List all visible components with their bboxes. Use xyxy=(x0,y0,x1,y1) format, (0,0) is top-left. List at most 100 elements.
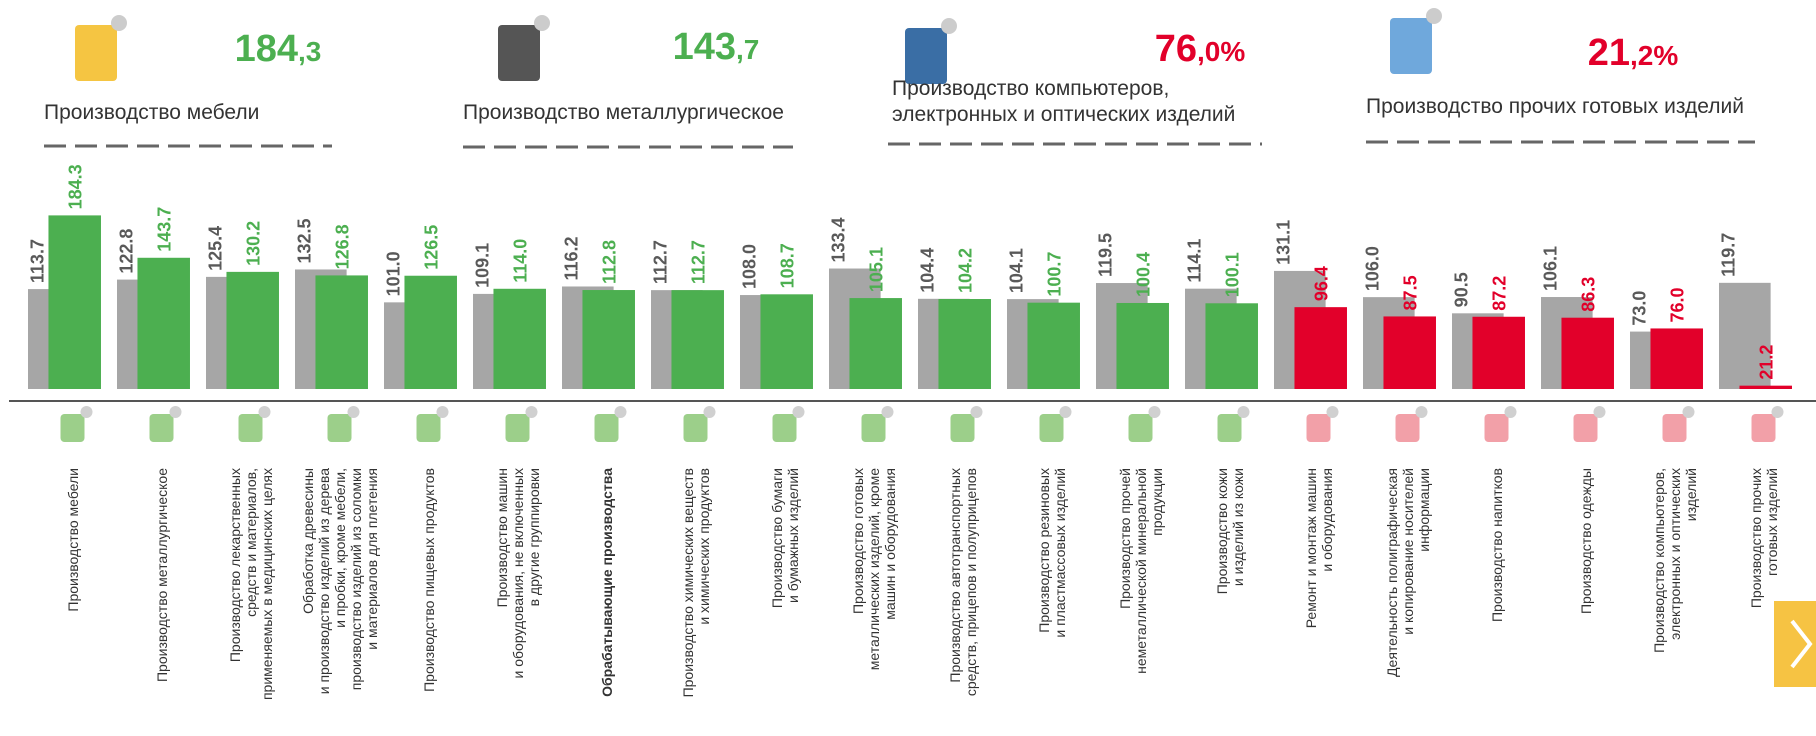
category-label: Производство прочих готовых изделий xyxy=(1748,468,1780,730)
highlight-value: 143,7 xyxy=(673,26,760,69)
bar xyxy=(849,298,902,389)
highlight-value: 21,2% xyxy=(1588,32,1679,75)
category-icon xyxy=(773,414,797,442)
category-icon-gear xyxy=(971,406,983,418)
next-icon xyxy=(1774,601,1816,687)
bar xyxy=(226,272,279,389)
value-label: 96.4 xyxy=(1312,266,1332,301)
highlight-value: 76,0% xyxy=(1155,28,1246,71)
highlight-value-main: 184 xyxy=(235,28,298,70)
category-icon xyxy=(417,414,441,442)
category-label: Производство прочей неметаллической мине… xyxy=(1117,468,1165,730)
category-label: Производство компьютеров, электронных и … xyxy=(1651,468,1699,730)
highlight-value-main: 21 xyxy=(1588,32,1630,74)
category-label: Обрабатывающие производства xyxy=(599,468,615,730)
value-label: 112.8 xyxy=(600,240,620,284)
value-label: 132.5 xyxy=(294,218,314,263)
highlight-value-main: 143 xyxy=(673,26,736,68)
category-icon xyxy=(595,414,619,442)
category-label: Деятельность полиграфическая и копирован… xyxy=(1384,468,1432,730)
bar xyxy=(137,258,190,389)
highlight-label: Производство прочих готовых изделий xyxy=(1366,94,1744,120)
category-icon-gear xyxy=(526,406,538,418)
card-icon xyxy=(498,25,540,81)
value-label: 106.1 xyxy=(1540,246,1560,291)
category-icon-gear xyxy=(1238,406,1250,418)
category-label: Производство мебели xyxy=(65,468,81,730)
highlight-value-rest: ,0% xyxy=(1197,36,1245,67)
category-label: Производство лекарственных средств и мат… xyxy=(227,468,275,730)
category-icon xyxy=(1396,414,1420,442)
bar xyxy=(938,299,991,389)
value-label: 101.0 xyxy=(383,251,403,296)
category-icon xyxy=(684,414,708,442)
category-icon-gear xyxy=(1772,406,1784,418)
card-icon xyxy=(1390,18,1432,74)
value-label: 104.2 xyxy=(956,248,976,293)
card-icon xyxy=(75,25,117,81)
category-icon-gear xyxy=(704,406,716,418)
category-icon xyxy=(506,414,530,442)
category-icon-gear xyxy=(1416,406,1428,418)
value-label: 125.4 xyxy=(205,226,225,271)
value-label: 114.1 xyxy=(1184,239,1204,283)
category-icon xyxy=(1129,414,1153,442)
category-icon xyxy=(1574,414,1598,442)
category-icon xyxy=(1307,414,1331,442)
bar xyxy=(48,215,101,389)
category-icon-gear xyxy=(1505,406,1517,418)
card-icon-gear xyxy=(941,18,957,34)
value-label: 133.4 xyxy=(828,217,848,262)
value-label: 90.5 xyxy=(1451,272,1471,307)
value-label: 86.3 xyxy=(1579,277,1599,312)
category-label: Производство металлургическое xyxy=(154,468,170,730)
bar xyxy=(1294,307,1347,389)
value-label: 87.5 xyxy=(1401,275,1421,310)
highlight-value: 184,3 xyxy=(235,28,322,71)
value-label: 106.0 xyxy=(1362,246,1382,291)
bar xyxy=(1650,328,1703,389)
value-label: 108.0 xyxy=(739,244,759,289)
category-icon-gear xyxy=(882,406,894,418)
category-label: Производство одежды xyxy=(1578,468,1594,730)
card-icon-gear xyxy=(1426,8,1442,24)
category-icon xyxy=(862,414,886,442)
category-icon xyxy=(61,414,85,442)
category-icon-gear xyxy=(170,406,182,418)
bar xyxy=(404,276,457,389)
value-label: 104.4 xyxy=(917,248,937,293)
category-label: Обработка древесины и производство издел… xyxy=(300,468,380,730)
bar xyxy=(1205,303,1258,389)
category-icon-gear xyxy=(793,406,805,418)
bar xyxy=(1472,317,1525,389)
value-label: 119.7 xyxy=(1718,233,1738,277)
category-icon xyxy=(1485,414,1509,442)
bar xyxy=(1739,386,1792,389)
bar xyxy=(1561,318,1614,389)
value-label: 126.5 xyxy=(422,225,442,270)
category-icon xyxy=(1752,414,1776,442)
value-label: 76.0 xyxy=(1668,287,1688,322)
value-label: 100.7 xyxy=(1045,252,1065,297)
value-label: 113.7 xyxy=(27,239,47,283)
highlight-label: Производство компьютеров, электронных и … xyxy=(892,76,1235,128)
value-label: 104.1 xyxy=(1006,248,1026,293)
bar xyxy=(582,290,635,389)
highlight-value-main: 76 xyxy=(1155,28,1197,70)
bar xyxy=(671,290,724,389)
value-label: 112.7 xyxy=(689,240,709,284)
category-label: Производство напитков xyxy=(1489,468,1505,730)
category-icon xyxy=(1040,414,1064,442)
category-icon-gear xyxy=(348,406,360,418)
category-icon xyxy=(328,414,352,442)
category-icon-gear xyxy=(1060,406,1072,418)
category-label: Ремонт и монтаж машин и оборудования xyxy=(1303,468,1335,730)
category-icon-gear xyxy=(1594,406,1606,418)
value-label: 112.7 xyxy=(650,240,670,284)
next-button[interactable] xyxy=(1774,601,1816,687)
value-label: 100.1 xyxy=(1223,252,1243,297)
value-label: 184.3 xyxy=(66,164,86,209)
card-icon-gear xyxy=(534,15,550,31)
category-icon-gear xyxy=(1149,406,1161,418)
bar xyxy=(493,289,546,389)
